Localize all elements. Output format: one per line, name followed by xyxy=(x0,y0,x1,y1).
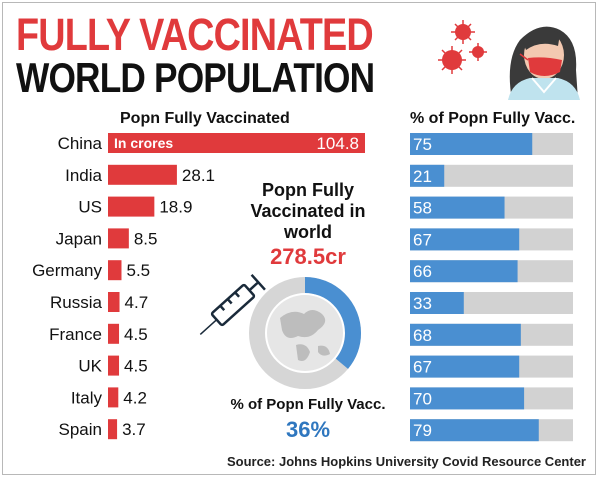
pct-bar-france xyxy=(410,323,521,346)
pct-value-france: 68 xyxy=(413,326,432,345)
bar-china xyxy=(108,133,365,153)
left-chart-header: Popn Fully Vaccinated xyxy=(120,110,290,127)
donut-slice-vaccinated xyxy=(249,277,361,389)
pct-bar-germany xyxy=(410,260,518,283)
left-bar-chart: China 104.8 In crores India 28.1 US 18.9 Japan 8… xyxy=(32,133,365,440)
syringe-icon xyxy=(199,273,266,335)
pct-value-germany: 66 xyxy=(413,262,432,281)
world-pct-value: 36% xyxy=(285,417,331,442)
pct-bar-russia xyxy=(410,292,464,314)
value-label-germany: 5.5 xyxy=(126,261,150,280)
world-vaccinated-value: 278.5cr xyxy=(270,244,346,269)
infographic-frame xyxy=(2,2,596,475)
title-line-2: WORLD POPULATION xyxy=(16,54,375,101)
value-label-russia: 4.7 xyxy=(125,293,149,312)
donut-chart xyxy=(249,277,361,389)
unit-note: In crores xyxy=(114,135,173,151)
bar-spain xyxy=(108,419,118,440)
source-note: Source: Johns Hopkins University Covid R… xyxy=(226,454,586,469)
bar-uk xyxy=(108,355,120,376)
pct-bar-india xyxy=(410,164,445,187)
right-chart-header: % of Popn Fully Vacc. xyxy=(410,110,576,127)
category-label-uk: UK xyxy=(78,357,102,376)
pct-value-us: 58 xyxy=(413,199,432,218)
category-label-india: India xyxy=(65,166,102,185)
right-bar-chart: 75 21 58 67 66 33 68 67 70 79 xyxy=(410,133,573,442)
category-label-germany: Germany xyxy=(32,261,102,280)
bar-india xyxy=(108,164,177,185)
globe-icon xyxy=(267,295,343,371)
pct-value-uk: 67 xyxy=(413,358,432,377)
value-label-france: 4.5 xyxy=(124,325,148,344)
pct-value-russia: 33 xyxy=(413,294,432,313)
value-label-uk: 4.5 xyxy=(124,357,148,376)
value-label-japan: 8.5 xyxy=(134,229,158,248)
title-line-1: FULLY VACCINATED xyxy=(16,9,374,60)
pct-bar-japan xyxy=(410,228,520,251)
category-label-france: France xyxy=(49,325,102,344)
bar-japan xyxy=(108,228,129,249)
pct-bar-china xyxy=(410,133,533,155)
pct-value-india: 21 xyxy=(413,167,432,186)
world-vaccinated-label: Popn Fully Vaccinated in world xyxy=(250,180,366,242)
pct-value-spain: 79 xyxy=(413,421,432,440)
pct-bar-italy xyxy=(410,387,525,410)
pct-value-china: 75 xyxy=(413,135,432,154)
bar-germany xyxy=(108,260,122,281)
category-label-china: China xyxy=(58,134,103,153)
pct-bar-spain xyxy=(410,419,539,442)
value-label-us: 18.9 xyxy=(159,198,192,217)
pct-value-italy: 70 xyxy=(413,389,432,408)
track-india xyxy=(410,164,573,187)
woman-with-mask-icon xyxy=(508,26,580,101)
pct-value-japan: 67 xyxy=(413,230,432,249)
pct-bar-uk xyxy=(410,355,520,378)
category-label-japan: Japan xyxy=(56,229,102,248)
virus-icon xyxy=(438,20,487,74)
bar-us xyxy=(108,196,155,217)
value-label-india: 28.1 xyxy=(182,166,215,185)
value-label-italy: 4.2 xyxy=(123,388,147,407)
category-label-spain: Spain xyxy=(59,420,102,439)
bar-france xyxy=(108,323,120,344)
category-label-italy: Italy xyxy=(71,388,103,407)
pct-bar-us xyxy=(410,196,505,219)
value-label-spain: 3.7 xyxy=(122,420,146,439)
value-label-china: 104.8 xyxy=(316,134,359,153)
world-pct-label: % of Popn Fully Vacc. xyxy=(230,396,386,413)
bar-italy xyxy=(108,387,119,408)
bar-russia xyxy=(108,292,120,312)
category-label-us: US xyxy=(78,198,102,217)
category-label-russia: Russia xyxy=(50,293,103,312)
